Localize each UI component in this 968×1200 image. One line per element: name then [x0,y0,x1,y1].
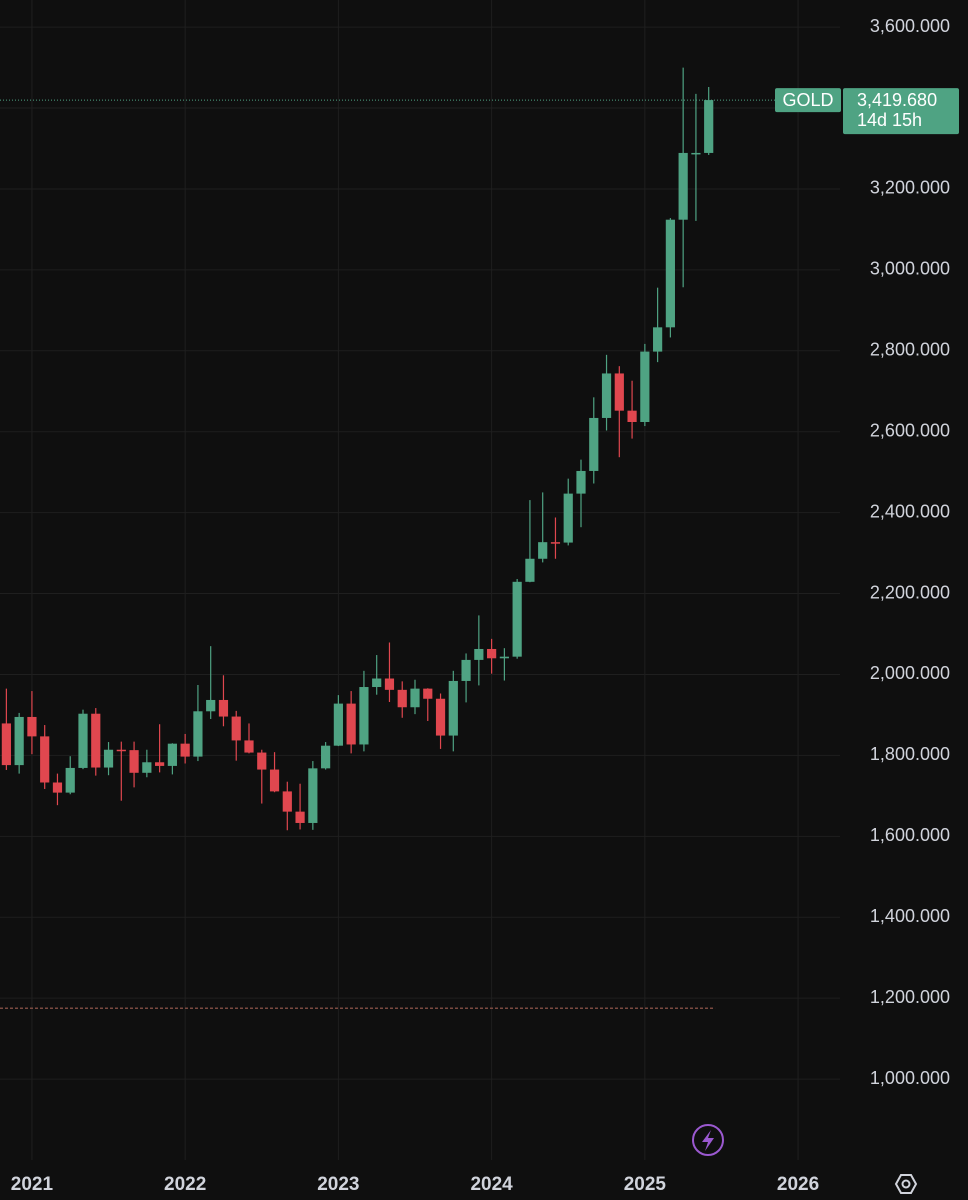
x-tick-label: 2026 [777,1174,819,1195]
candle-body [704,100,714,153]
y-tick-label: 3,200.000 [870,178,950,198]
candle-body [691,152,701,155]
y-tick-label: 2,800.000 [870,340,950,360]
candle-body [14,716,24,766]
symbol-label: GOLD [782,90,833,110]
candle-body [269,769,280,792]
candle-body [410,688,420,708]
candle-body [78,713,88,768]
last-price-label: 3,419.680 [857,90,937,110]
candle-body [359,687,369,745]
candle-body [103,749,114,768]
candle-body [142,762,152,773]
symbol-badge [775,88,841,113]
y-tick-label: 2,000.000 [870,663,950,683]
candle-body [678,152,688,220]
candle-body [423,688,433,699]
y-tick-label: 3,000.000 [870,259,950,279]
candle-body [435,698,446,736]
candle-body [563,493,573,543]
y-tick-label: 1,200.000 [870,987,950,1007]
candles [0,67,840,1010]
candle-body [614,373,624,411]
x-tick-label: 2024 [470,1174,513,1195]
candle-body [461,659,471,681]
candle-body [206,699,216,712]
candle-body [512,581,522,657]
candle-body [525,558,535,582]
candle-body [474,648,484,660]
candle-body [193,711,203,757]
candle-body [231,716,241,741]
candle-body [52,782,63,793]
candle-body [295,811,305,823]
y-tick-label: 1,800.000 [870,744,950,764]
candle-body [665,219,675,328]
candle-body [601,373,612,418]
candle-body [1,723,11,766]
y-tick-label: 2,600.000 [870,420,950,440]
lightning-icon[interactable] [692,1124,724,1156]
grid [0,0,840,1160]
y-tick-label: 3,600.000 [870,16,950,36]
labels: 1,000.000 1,200.000 1,400.000 1,600.000 1,80… [11,16,959,1195]
candle-body [308,768,318,823]
candle-body [640,351,650,423]
candle-body [576,470,586,494]
candle-body [91,713,101,768]
candle-body [333,703,343,746]
x-tick-label: 2025 [624,1174,667,1195]
y-tick-label: 2,400.000 [870,501,950,521]
candle-body [448,680,458,736]
settings-icon[interactable] [894,1174,918,1194]
candle-body [116,749,126,752]
y-tick-label: 2,200.000 [870,582,950,602]
candle-body [65,767,75,793]
candle-body [129,750,139,773]
candle-body [257,752,267,770]
y-tick-label: 1,000.000 [870,1068,950,1088]
candle-body [321,745,331,769]
candle-body [627,410,637,423]
candle-body [180,743,190,757]
candle-body [538,542,548,559]
candle-body [589,417,599,471]
candle-body [40,736,50,783]
x-tick-label: 2023 [317,1174,359,1195]
price-badge [843,88,959,135]
candle-body [384,678,395,690]
candle-body [27,716,37,737]
candle-body [499,656,509,659]
candle-body [653,327,663,352]
x-tick-label: 2022 [164,1174,206,1195]
y-tick-label: 1,600.000 [870,825,950,845]
candle-body [244,740,254,753]
candle-body [218,699,229,717]
candle-body [346,703,356,745]
countdown-label: 14d 15h [857,110,922,130]
candle-body [397,689,407,708]
candle-body [155,762,165,766]
x-tick-label: 2021 [11,1174,54,1195]
y-tick-label: 1,400.000 [870,906,950,926]
candle-body [550,542,561,544]
candle-body [282,791,292,812]
candle-body [167,743,177,766]
candle-body [372,678,382,688]
candle-body [487,648,497,659]
